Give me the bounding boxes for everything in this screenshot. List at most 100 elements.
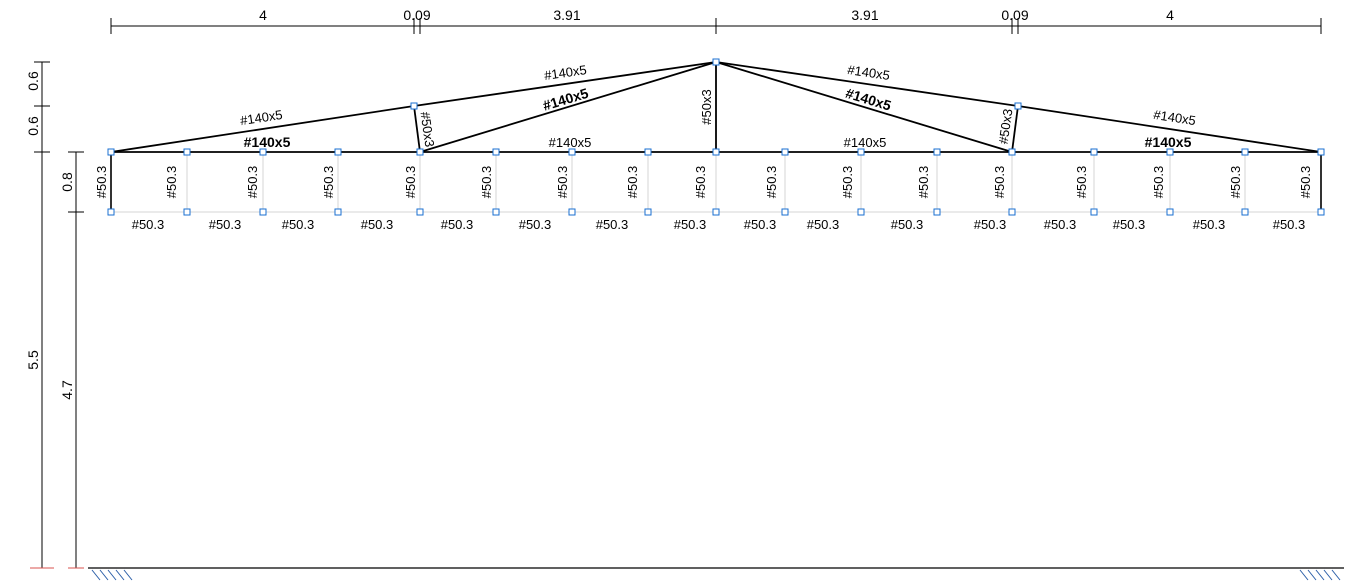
sub-element-label: #50.3	[441, 217, 474, 232]
node[interactable]	[712, 58, 720, 66]
node[interactable]	[410, 102, 418, 110]
right-diagonal	[715, 61, 1013, 153]
node[interactable]	[644, 148, 652, 156]
node[interactable]	[781, 208, 789, 216]
node[interactable]	[568, 208, 576, 216]
node[interactable]	[644, 208, 652, 216]
truss-depth-label: 0.8	[59, 172, 75, 192]
node[interactable]	[334, 208, 342, 216]
sub-element-label: #50.3	[1044, 217, 1077, 232]
roof-rise-label-lower: 0.6	[25, 116, 41, 136]
sub-element-label: #50.3	[164, 166, 179, 199]
node[interactable]	[781, 148, 789, 156]
sub-element-label: #50.3	[625, 166, 640, 199]
column-height-label: 4.7	[59, 380, 75, 400]
dimension-label: 4	[1166, 7, 1174, 23]
sub-element-label: #50.3	[403, 166, 418, 199]
member-label: #140x5	[844, 85, 894, 114]
node[interactable]	[1090, 208, 1098, 216]
sub-element-label: #50.3	[519, 217, 552, 232]
right-rafter-upper	[715, 61, 1019, 107]
member-label: #140x5	[1152, 107, 1196, 128]
node[interactable]	[334, 148, 342, 156]
sub-element-label: #50.3	[1074, 166, 1089, 199]
node[interactable]	[183, 208, 191, 216]
member-label: #140x5	[846, 62, 890, 83]
left-rafter-lower	[110, 105, 415, 153]
node[interactable]	[183, 148, 191, 156]
sub-element-label: #50.3	[693, 166, 708, 199]
sub-element-label: #50.3	[974, 217, 1007, 232]
node[interactable]	[1008, 148, 1016, 156]
node[interactable]	[1014, 102, 1022, 110]
left-short-strut	[413, 105, 421, 153]
node[interactable]	[259, 148, 267, 156]
sub-element-label: #50.3	[132, 217, 165, 232]
node[interactable]	[492, 148, 500, 156]
right-support-hatch-icon	[1299, 569, 1341, 581]
sub-element-label: #50.3	[321, 166, 336, 199]
left-diagonal	[419, 61, 717, 153]
sub-element-label: #50.3	[209, 217, 242, 232]
sub-element-label: #50.3	[992, 166, 1007, 199]
node[interactable]	[1317, 148, 1325, 156]
node[interactable]	[933, 208, 941, 216]
node[interactable]	[933, 148, 941, 156]
node[interactable]	[416, 208, 424, 216]
node[interactable]	[1166, 208, 1174, 216]
member-label: #140x5	[549, 135, 592, 150]
sub-element-label: #50.3	[1113, 217, 1146, 232]
dimension-label: 4	[259, 7, 267, 23]
node[interactable]	[857, 148, 865, 156]
sub-element-label: #50.3	[282, 217, 315, 232]
right-rafter-lower	[1017, 105, 1322, 153]
node[interactable]	[712, 148, 720, 156]
sub-element-label: #50.3	[596, 217, 629, 232]
sub-element-label: #50.3	[674, 217, 707, 232]
dimension-label: 0.09	[1001, 7, 1028, 23]
dimension-label: 3.91	[553, 7, 580, 23]
node[interactable]	[492, 208, 500, 216]
member-label: #50x3	[418, 111, 438, 148]
member-label: #140x5	[543, 62, 587, 83]
sub-element-label: #50.3	[94, 166, 109, 199]
sub-element-label: #50.3	[1193, 217, 1226, 232]
top-dimension-chain: 4 0.09 3.91 3.91 0.09 4	[110, 7, 1322, 34]
roof-rise-label-upper: 0.6	[25, 71, 41, 91]
sub-element-label: #50.3	[555, 166, 570, 199]
sub-element-label: #50.3	[764, 166, 779, 199]
sub-element-label: #50.3	[916, 166, 931, 199]
sub-element-label: #50.3	[744, 217, 777, 232]
node[interactable]	[857, 208, 865, 216]
member-label: #50x3	[699, 89, 714, 124]
left-support-hatch-icon	[91, 569, 133, 581]
sub-element-label: #50.3	[361, 217, 394, 232]
member-labels: #140x5 #140x5 #140x5 #140x5 #140x5 #140x…	[239, 62, 1197, 150]
node[interactable]	[712, 208, 720, 216]
node[interactable]	[259, 208, 267, 216]
total-height-label: 5.5	[25, 350, 41, 370]
member-label: #140x5	[844, 135, 887, 150]
node[interactable]	[416, 148, 424, 156]
node[interactable]	[1166, 148, 1174, 156]
left-dimension-chain: 5.5 0.6 0.6 0.8 4.7	[25, 61, 84, 569]
member-label: #140x5	[541, 85, 591, 114]
sub-element-label: #50.3	[1298, 166, 1313, 199]
node[interactable]	[107, 208, 115, 216]
sub-element-label: #50.3	[1228, 166, 1243, 199]
node[interactable]	[1241, 148, 1249, 156]
sub-element-label: #50.3	[479, 166, 494, 199]
node[interactable]	[568, 148, 576, 156]
node[interactable]	[1317, 208, 1325, 216]
member-label: #140x5	[1145, 134, 1192, 150]
node[interactable]	[1241, 208, 1249, 216]
sub-element-label: #50.3	[245, 166, 260, 199]
node[interactable]	[1008, 208, 1016, 216]
sub-element-label: #50.3	[891, 217, 924, 232]
node[interactable]	[1090, 148, 1098, 156]
sub-element-label: #50.3	[1151, 166, 1166, 199]
nodes	[107, 58, 1325, 216]
node[interactable]	[107, 148, 115, 156]
left-rafter-upper	[413, 61, 717, 107]
